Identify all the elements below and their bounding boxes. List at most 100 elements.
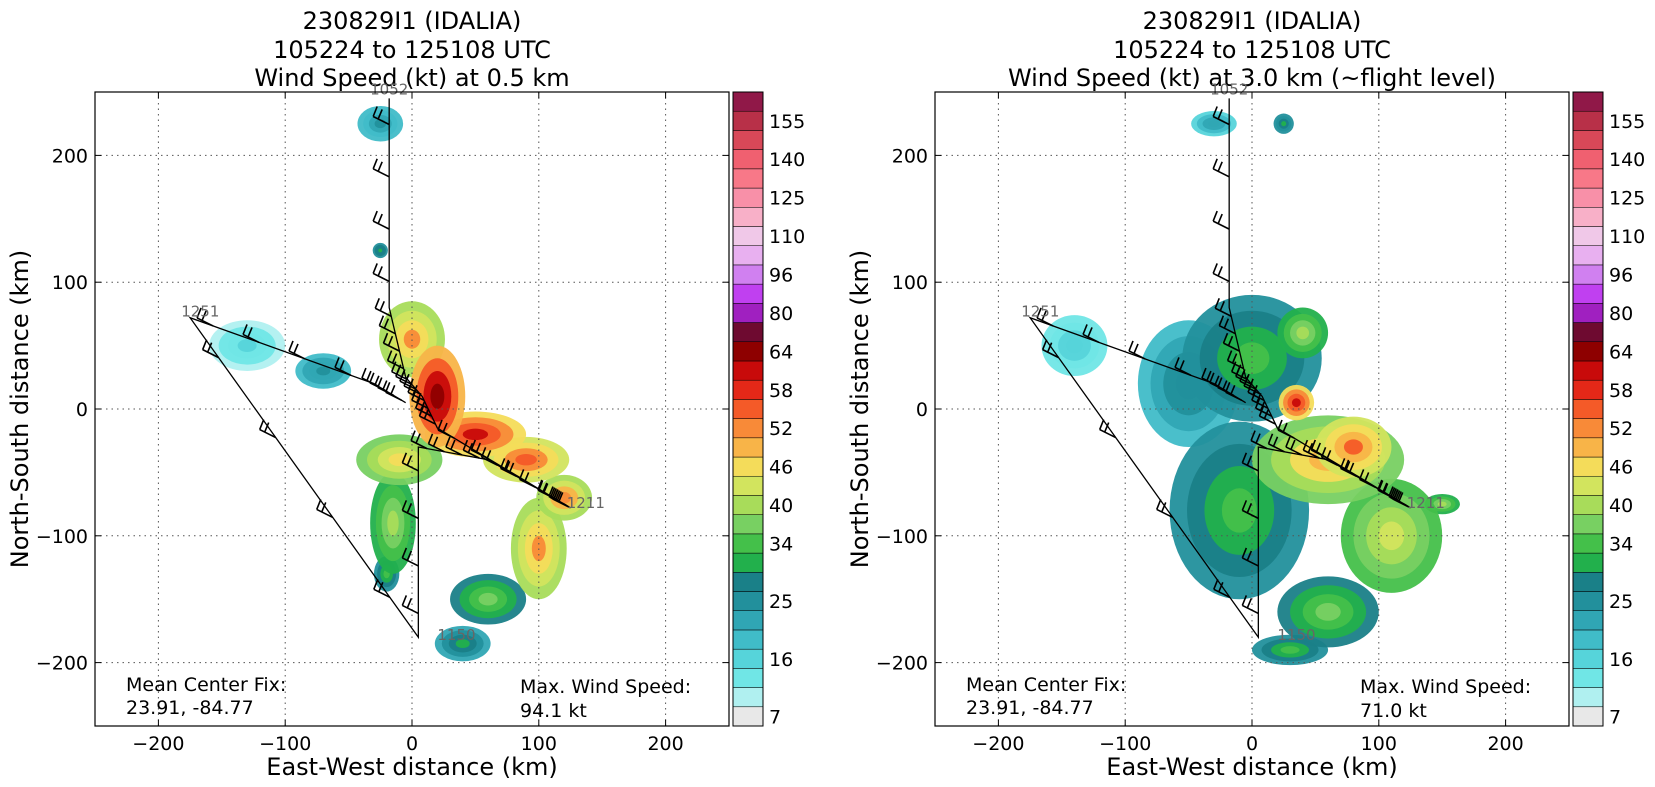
wind-barb <box>372 263 390 283</box>
wind-contour <box>237 339 257 352</box>
colorbar-segment <box>732 514 764 535</box>
wind-contour <box>1296 326 1310 340</box>
colorbar-segment <box>732 610 764 631</box>
wind-barb <box>1241 452 1259 472</box>
colorbar-segment <box>1572 475 1604 496</box>
grid <box>935 92 1569 726</box>
wind-barb <box>401 547 419 567</box>
colorbar-tick-label: 64 <box>769 341 793 363</box>
colorbar-segment <box>1572 303 1604 323</box>
wind-contour <box>387 510 399 536</box>
colorbar-segment <box>1572 629 1604 650</box>
wind-contour <box>1280 646 1300 654</box>
wind-barb <box>1222 332 1240 352</box>
colorbar-tick-label: 155 <box>769 111 805 133</box>
panel-left: 230829I1 (IDALIA) 105224 to 125108 UTC W… <box>6 7 805 781</box>
wind-barb <box>1267 433 1285 453</box>
colorbar-segment <box>1572 341 1604 362</box>
x-ticks: −200 −100 0 100 200 <box>132 92 684 755</box>
wind-region <box>1191 111 1237 137</box>
wind-barb <box>1128 340 1146 360</box>
colorbar-segment <box>1572 591 1604 611</box>
y-tick-label: 100 <box>52 272 88 294</box>
time-label: 1211 <box>567 494 605 512</box>
wind-contour <box>1221 488 1257 533</box>
colorbar-segment <box>732 322 764 343</box>
wind-barb <box>1241 547 1259 567</box>
colorbar-segment <box>1572 706 1604 727</box>
wind-contour <box>1281 121 1287 127</box>
colorbar-segment <box>732 456 764 477</box>
wind-region <box>1252 634 1329 666</box>
wind-contour <box>557 492 572 504</box>
wind-barb <box>1041 339 1059 359</box>
colorbar-segment <box>1572 322 1604 343</box>
wind-contour <box>316 366 331 376</box>
y-tick-label: 0 <box>76 399 88 421</box>
colorbar-segment <box>1572 360 1604 381</box>
colorbar-tick-label: 7 <box>769 706 781 728</box>
colorbar-segment <box>1572 379 1604 400</box>
wind-barb <box>373 579 391 599</box>
wind-barb <box>445 436 463 456</box>
colorbar-segment <box>732 648 764 669</box>
x-tick-label: 0 <box>1246 733 1258 755</box>
wind-field <box>209 105 593 662</box>
colorbar-segment <box>732 629 764 650</box>
x-tick-label: 100 <box>521 733 557 755</box>
wind-contour <box>478 592 498 606</box>
wind-barb <box>1320 446 1338 466</box>
colorbar-segment <box>732 303 764 323</box>
wind-region <box>1169 421 1310 600</box>
colorbar-segment <box>1572 418 1604 439</box>
wind-region <box>209 320 286 371</box>
wind-contour <box>1291 398 1301 408</box>
wind-barb <box>1082 324 1100 344</box>
wind-barb <box>1156 499 1174 519</box>
time-label: 1211 <box>1407 494 1445 512</box>
y-tick-label: 100 <box>892 272 928 294</box>
wind-barb <box>1254 397 1273 417</box>
colorbar-tick-label: 64 <box>1609 341 1633 363</box>
wind-barb <box>1226 350 1244 370</box>
wind-barb <box>499 458 517 478</box>
wind-barb <box>1036 307 1054 327</box>
wind-barb <box>1247 381 1265 401</box>
time-labels: 1052 1251 1211 1150 <box>181 81 605 644</box>
x-tick-label: 200 <box>647 733 683 755</box>
center-fix-label: Mean Center Fix: <box>126 674 286 696</box>
colorbar-segment <box>732 187 764 208</box>
wind-barb <box>1258 405 1276 425</box>
wind-contour <box>462 428 489 441</box>
wind-region <box>370 472 416 574</box>
colorbar-segment <box>732 226 764 246</box>
colorbar-tick-label: 46 <box>769 457 793 479</box>
colorbar-segment <box>732 91 764 112</box>
wind-contour <box>388 453 411 467</box>
wind-barb <box>196 307 214 327</box>
wind-barb <box>288 340 306 360</box>
colorbar-tick-label: 40 <box>769 495 793 517</box>
colorbar-segment <box>732 552 764 573</box>
x-tick-label: −200 <box>972 733 1024 755</box>
wind-barb <box>427 433 445 453</box>
colorbar-tick-label: 52 <box>769 418 793 440</box>
wind-barb <box>410 430 428 450</box>
center-fix-label: Mean Center Fix: <box>966 674 1126 696</box>
colorbar-segment <box>1572 552 1604 573</box>
colorbar-segment <box>732 283 764 304</box>
wind-region <box>1315 416 1392 478</box>
y-axis-label: North-South distance (km) <box>6 250 34 569</box>
wind-barb <box>480 446 498 466</box>
colorbar: 7 16 25 34 40 46 52 58 64 80 96 110 125 140 155 <box>1572 91 1645 728</box>
wind-barb <box>537 480 556 500</box>
colorbar-segment <box>732 475 764 496</box>
wind-barb <box>1377 480 1396 500</box>
colorbar-segment <box>1572 264 1604 285</box>
colorbar-segment <box>1572 495 1604 515</box>
wind-barb <box>1302 439 1320 459</box>
colorbar-segment <box>1572 245 1604 266</box>
wind-region <box>434 625 491 662</box>
x-tick-label: 100 <box>1361 733 1397 755</box>
colorbar-segment <box>1572 91 1604 112</box>
